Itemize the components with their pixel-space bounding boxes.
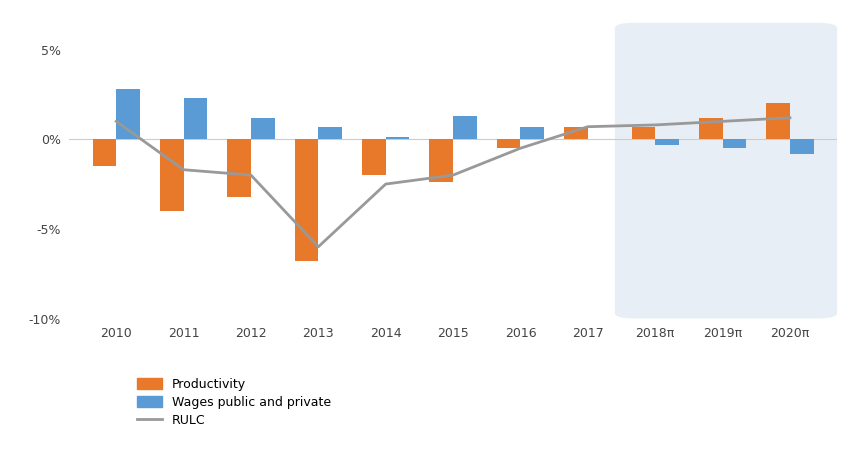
RULC bbox=[717, 119, 728, 124]
Bar bbox=[655, 139, 679, 145]
RULC bbox=[784, 115, 795, 121]
Bar bbox=[790, 139, 814, 154]
RULC bbox=[381, 182, 391, 187]
RULC bbox=[179, 167, 189, 172]
Line: RULC: RULC bbox=[117, 118, 790, 247]
RULC bbox=[583, 124, 593, 129]
Bar bbox=[227, 139, 251, 197]
RULC bbox=[515, 146, 526, 151]
Bar bbox=[117, 89, 140, 139]
Bar bbox=[520, 126, 544, 139]
RULC bbox=[650, 122, 660, 128]
Bar bbox=[92, 139, 117, 166]
Bar bbox=[497, 139, 520, 148]
Bar bbox=[160, 139, 184, 211]
Bar bbox=[386, 137, 409, 139]
Bar bbox=[184, 98, 207, 139]
RULC bbox=[246, 172, 256, 178]
Bar bbox=[766, 103, 790, 139]
FancyBboxPatch shape bbox=[614, 23, 837, 318]
RULC bbox=[111, 119, 122, 124]
Bar bbox=[318, 126, 342, 139]
Bar bbox=[251, 118, 274, 139]
Bar bbox=[453, 116, 476, 139]
Bar bbox=[362, 139, 386, 175]
Bar bbox=[564, 126, 588, 139]
Bar bbox=[632, 126, 655, 139]
Bar bbox=[722, 139, 746, 148]
Bar bbox=[699, 118, 722, 139]
Legend: Productivity, Wages public and private, RULC: Productivity, Wages public and private, … bbox=[136, 378, 331, 427]
Bar bbox=[295, 139, 318, 261]
RULC bbox=[448, 172, 458, 178]
RULC bbox=[313, 244, 324, 249]
Bar bbox=[430, 139, 453, 182]
